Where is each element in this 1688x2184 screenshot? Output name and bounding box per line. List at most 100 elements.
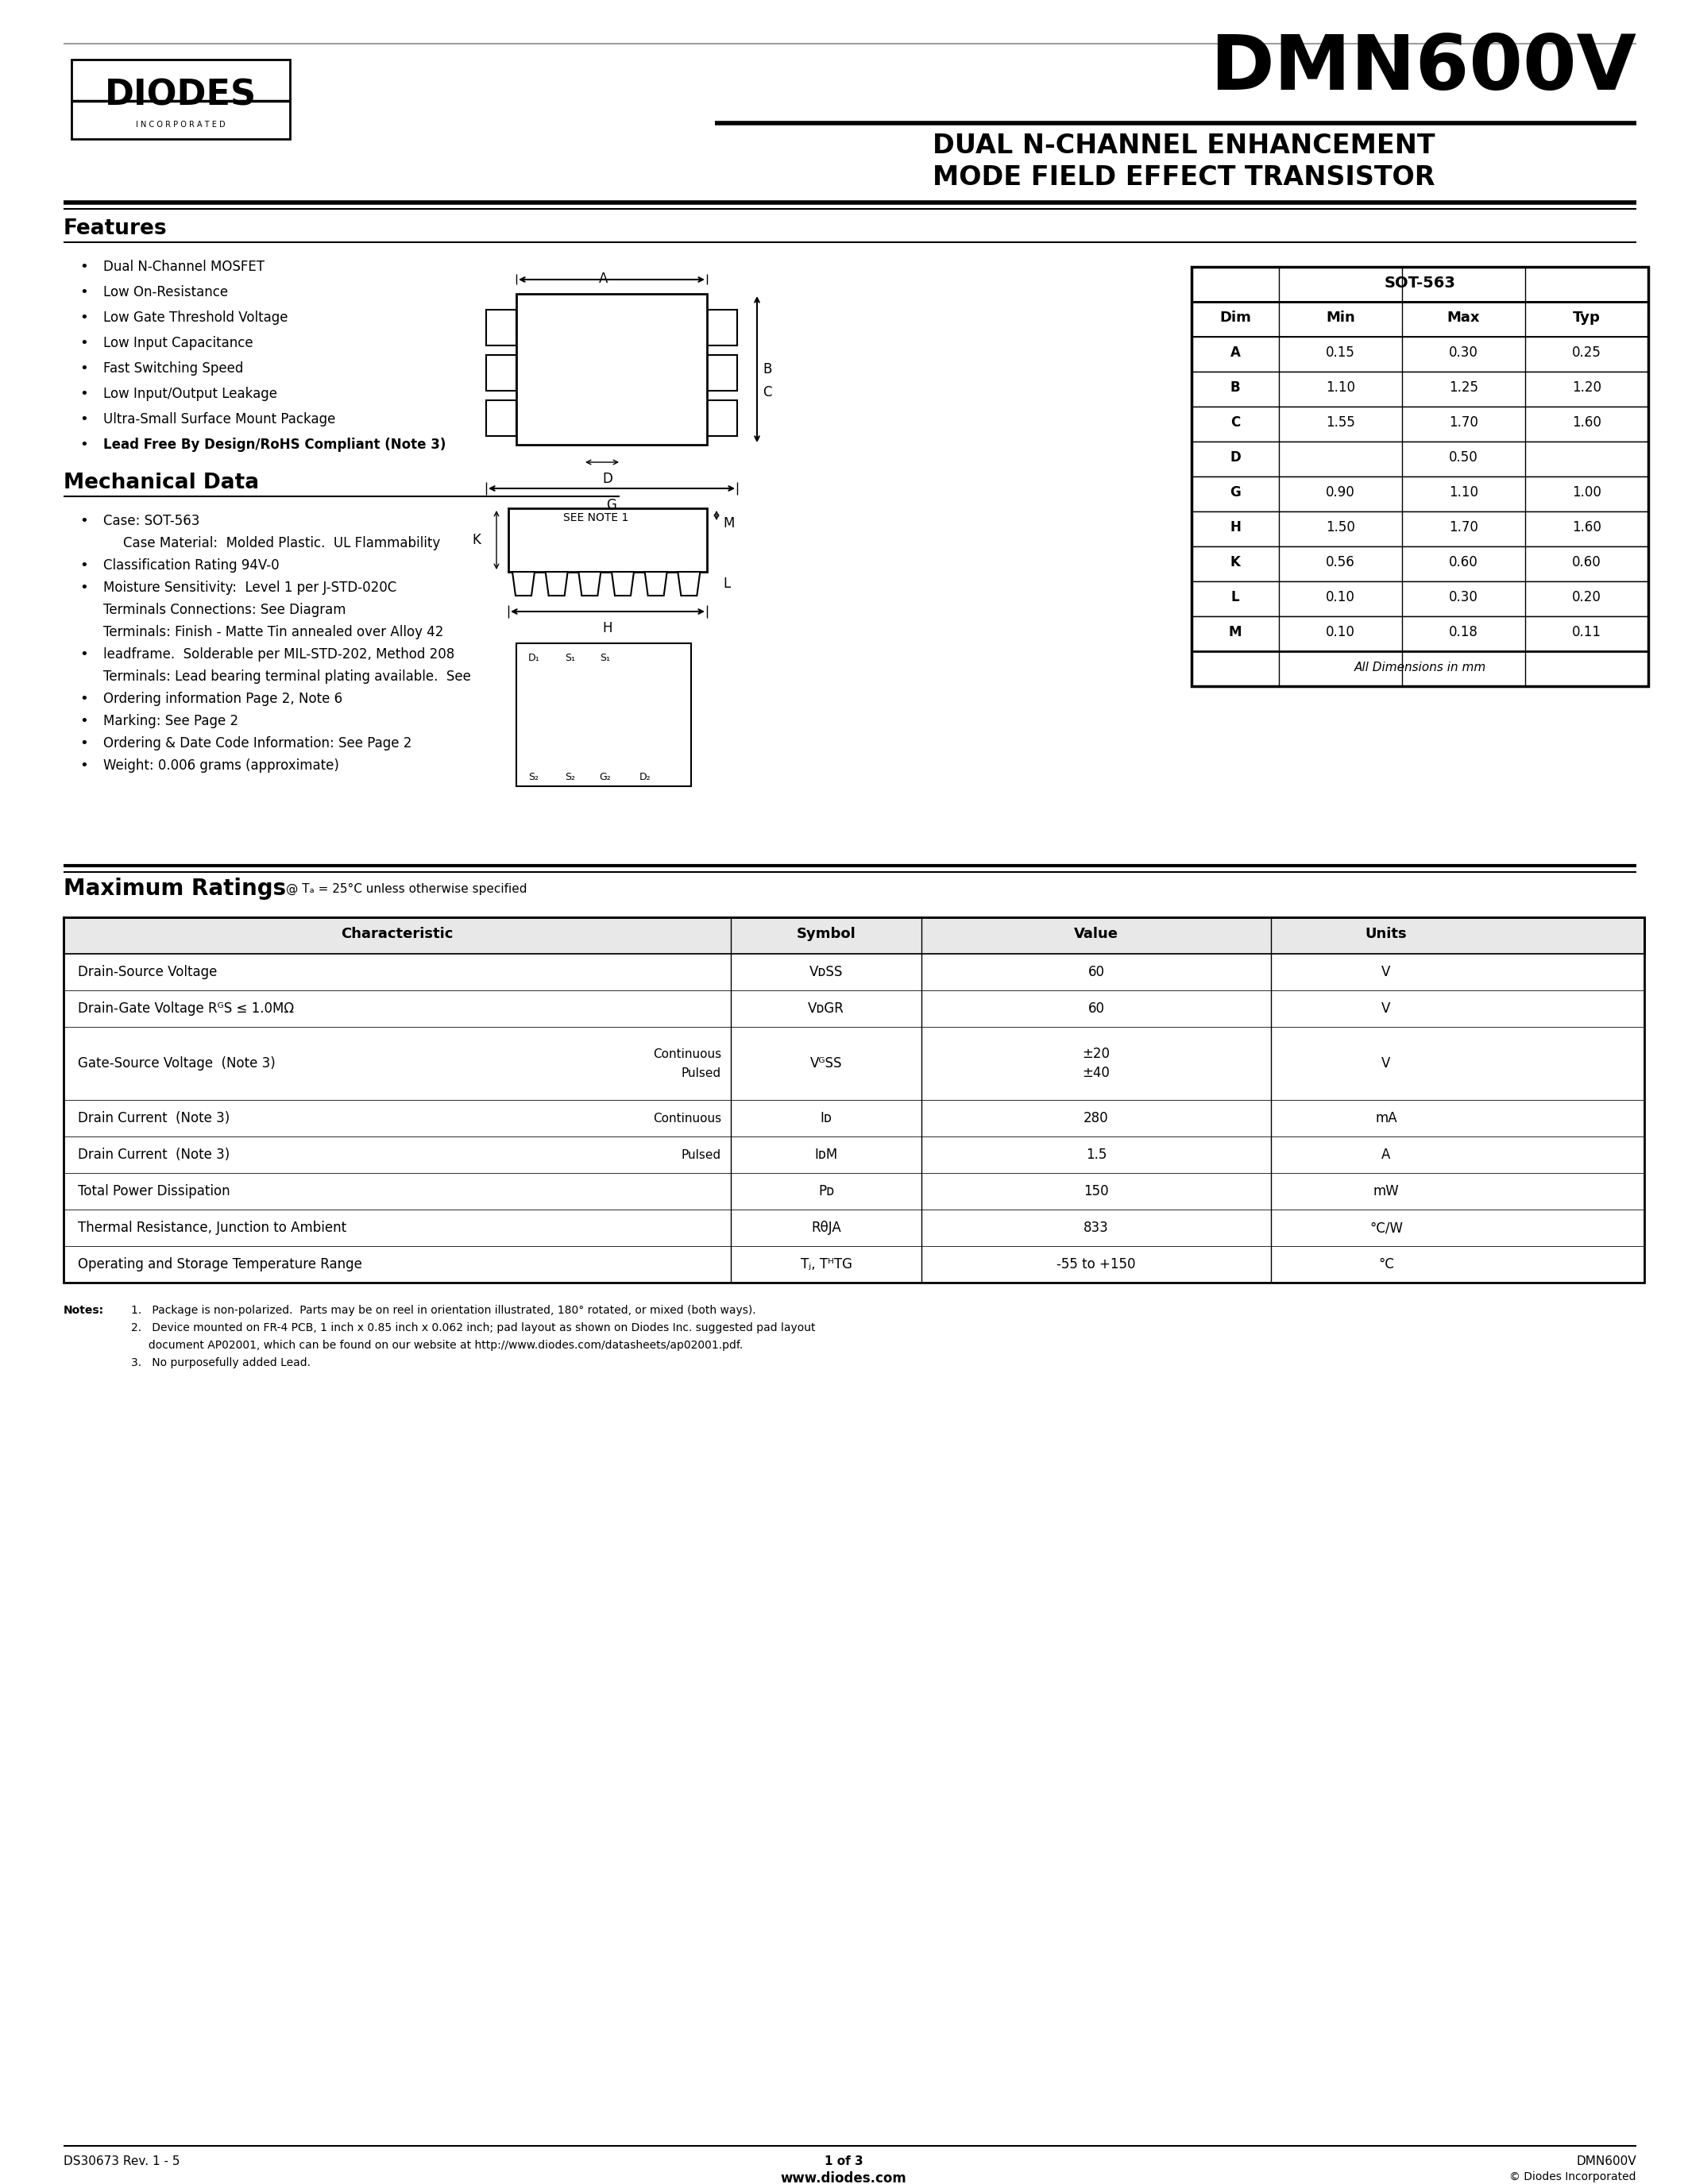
Text: Case Material:  Molded Plastic.  UL Flammability: Case Material: Molded Plastic. UL Flamma… xyxy=(123,535,441,550)
Text: 0.20: 0.20 xyxy=(1572,590,1602,605)
Text: Marking: See Page 2: Marking: See Page 2 xyxy=(103,714,238,727)
Text: SEE NOTE 1: SEE NOTE 1 xyxy=(564,513,628,524)
Text: © Diodes Incorporated: © Diodes Incorporated xyxy=(1509,2171,1636,2182)
Text: G: G xyxy=(1231,485,1241,500)
Text: 1.60: 1.60 xyxy=(1572,520,1602,535)
Text: Case: SOT-563: Case: SOT-563 xyxy=(103,513,199,529)
Bar xyxy=(64,917,1644,954)
Text: 1.00: 1.00 xyxy=(1572,485,1602,500)
Text: H: H xyxy=(603,620,613,636)
Text: B: B xyxy=(1231,380,1241,395)
Text: Max: Max xyxy=(1447,310,1480,325)
Bar xyxy=(1192,651,1647,686)
Polygon shape xyxy=(513,572,535,596)
Text: H: H xyxy=(1229,520,1241,535)
Text: D₁: D₁ xyxy=(528,653,540,664)
Text: Typ: Typ xyxy=(1573,310,1600,325)
Text: 0.10: 0.10 xyxy=(1325,625,1355,640)
Text: Moisture Sensitivity:  Level 1 per J-STD-020C: Moisture Sensitivity: Level 1 per J-STD-… xyxy=(103,581,397,594)
Text: S₂: S₂ xyxy=(565,771,576,782)
Bar xyxy=(64,1173,1644,1210)
Text: K: K xyxy=(473,533,481,548)
Polygon shape xyxy=(545,572,567,596)
Bar xyxy=(517,644,690,786)
Text: Low Input/Output Leakage: Low Input/Output Leakage xyxy=(103,387,277,402)
Text: RθJA: RθJA xyxy=(812,1221,841,1234)
Text: Thermal Resistance, Junction to Ambient: Thermal Resistance, Junction to Ambient xyxy=(78,1221,346,1234)
Text: 0.30: 0.30 xyxy=(1448,345,1479,360)
Text: ±20: ±20 xyxy=(1082,1046,1111,1061)
Text: Low On-Resistance: Low On-Resistance xyxy=(103,286,228,299)
Text: 1.5: 1.5 xyxy=(1085,1147,1107,1162)
Text: 0.25: 0.25 xyxy=(1572,345,1602,360)
Text: Low Gate Threshold Voltage: Low Gate Threshold Voltage xyxy=(103,310,289,325)
Text: •: • xyxy=(79,360,88,376)
Bar xyxy=(508,509,707,572)
Bar xyxy=(1192,406,1647,441)
Text: Continuous: Continuous xyxy=(653,1048,721,1059)
Bar xyxy=(64,1247,1644,1282)
Bar xyxy=(64,989,1644,1026)
Text: MODE FIELD EFFECT TRANSISTOR: MODE FIELD EFFECT TRANSISTOR xyxy=(932,164,1435,190)
Text: S₂: S₂ xyxy=(528,771,538,782)
Bar xyxy=(1192,511,1647,546)
Text: 1.70: 1.70 xyxy=(1448,520,1479,535)
Text: 0.30: 0.30 xyxy=(1448,590,1479,605)
Text: M: M xyxy=(1229,625,1242,640)
Bar xyxy=(1192,266,1647,686)
Text: A: A xyxy=(1381,1147,1391,1162)
Bar xyxy=(707,356,738,391)
Bar xyxy=(64,954,1644,989)
Text: 0.11: 0.11 xyxy=(1572,625,1602,640)
Text: DS30673 Rev. 1 - 5: DS30673 Rev. 1 - 5 xyxy=(64,2156,181,2167)
Bar xyxy=(1192,301,1647,336)
Polygon shape xyxy=(579,572,601,596)
Text: Continuous: Continuous xyxy=(653,1112,721,1125)
Bar xyxy=(1192,441,1647,476)
Text: V: V xyxy=(1381,1002,1391,1016)
Text: @ Tₐ = 25°C unless otherwise specified: @ Tₐ = 25°C unless otherwise specified xyxy=(285,882,527,895)
Text: Characteristic: Characteristic xyxy=(341,926,454,941)
Bar xyxy=(1192,336,1647,371)
Text: Mechanical Data: Mechanical Data xyxy=(64,472,258,494)
Text: •: • xyxy=(79,310,88,325)
Text: DMN600V: DMN600V xyxy=(1210,33,1636,105)
Text: 0.50: 0.50 xyxy=(1448,450,1479,465)
Text: D₂: D₂ xyxy=(640,771,652,782)
Text: •: • xyxy=(79,692,88,705)
Bar xyxy=(1192,581,1647,616)
Text: 833: 833 xyxy=(1084,1221,1109,1234)
Text: 150: 150 xyxy=(1084,1184,1109,1199)
Text: •: • xyxy=(79,714,88,727)
Text: Units: Units xyxy=(1366,926,1408,941)
Text: S₁: S₁ xyxy=(601,653,611,664)
Text: D: D xyxy=(1231,450,1241,465)
Text: Drain Current  (Note 3): Drain Current (Note 3) xyxy=(78,1112,230,1125)
Bar xyxy=(486,356,517,391)
Text: Dim: Dim xyxy=(1219,310,1251,325)
Text: 0.60: 0.60 xyxy=(1448,555,1479,570)
Text: Terminals: Finish - Matte Tin annealed over Alloy 42: Terminals: Finish - Matte Tin annealed o… xyxy=(103,625,444,640)
Text: M: M xyxy=(722,515,734,531)
Text: G₂: G₂ xyxy=(599,771,611,782)
Text: Operating and Storage Temperature Range: Operating and Storage Temperature Range xyxy=(78,1258,363,1271)
Text: D: D xyxy=(603,472,613,487)
Text: Terminals: Lead bearing terminal plating available.  See: Terminals: Lead bearing terminal plating… xyxy=(103,670,471,684)
Text: B: B xyxy=(763,363,771,376)
Bar xyxy=(1192,371,1647,406)
Text: •: • xyxy=(79,387,88,402)
Bar xyxy=(64,1026,1644,1101)
Text: Tⱼ, TᴴTG: Tⱼ, TᴴTG xyxy=(800,1258,852,1271)
Text: •: • xyxy=(79,559,88,572)
Bar xyxy=(64,1136,1644,1173)
Text: 0.60: 0.60 xyxy=(1572,555,1602,570)
Text: 0.56: 0.56 xyxy=(1325,555,1355,570)
Text: mA: mA xyxy=(1376,1112,1398,1125)
Text: K: K xyxy=(1231,555,1241,570)
Text: 1.20: 1.20 xyxy=(1572,380,1602,395)
Text: 1 of 3: 1 of 3 xyxy=(824,2156,863,2167)
Text: 60: 60 xyxy=(1087,1002,1104,1016)
Text: Maximum Ratings: Maximum Ratings xyxy=(64,878,285,900)
Text: L: L xyxy=(722,577,731,592)
Text: mW: mW xyxy=(1372,1184,1399,1199)
